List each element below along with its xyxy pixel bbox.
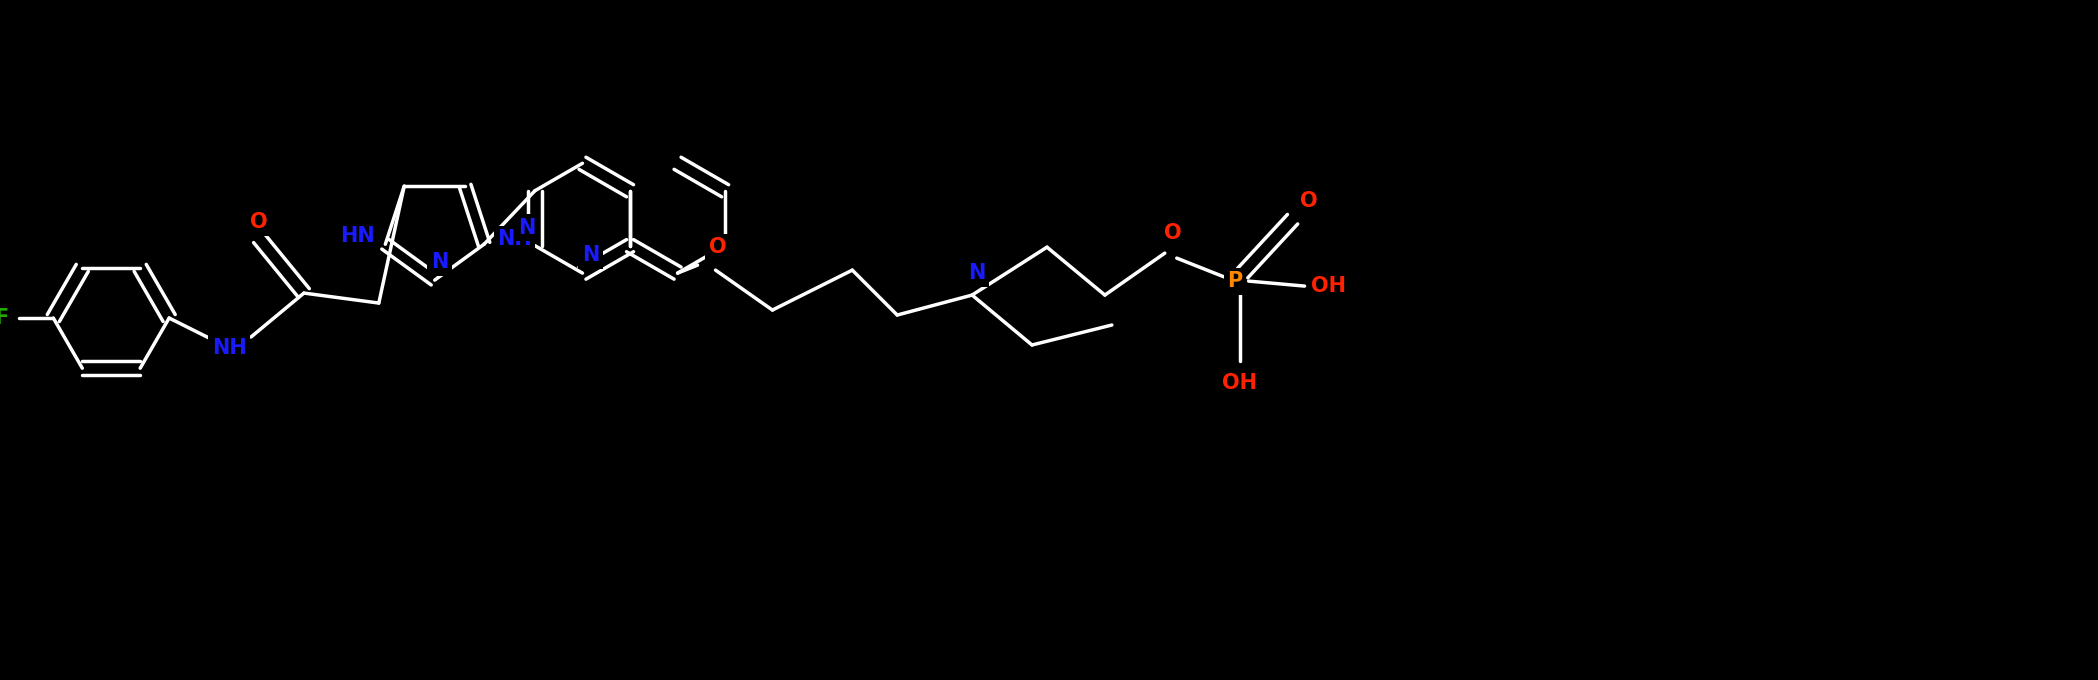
Text: HN: HN	[340, 226, 376, 246]
Text: N: N	[969, 263, 986, 283]
Text: O: O	[1164, 223, 1181, 243]
Text: O: O	[250, 212, 269, 232]
Text: P: P	[1227, 271, 1242, 291]
Text: O: O	[1301, 191, 1318, 211]
Text: N: N	[518, 218, 535, 238]
Text: O: O	[709, 237, 726, 257]
Text: NH: NH	[497, 229, 533, 250]
Text: N: N	[430, 252, 449, 272]
Text: F: F	[0, 308, 8, 328]
Text: OH: OH	[1311, 276, 1347, 296]
Text: OH: OH	[1223, 373, 1257, 393]
Text: N: N	[581, 245, 600, 265]
Text: NH: NH	[212, 338, 245, 358]
